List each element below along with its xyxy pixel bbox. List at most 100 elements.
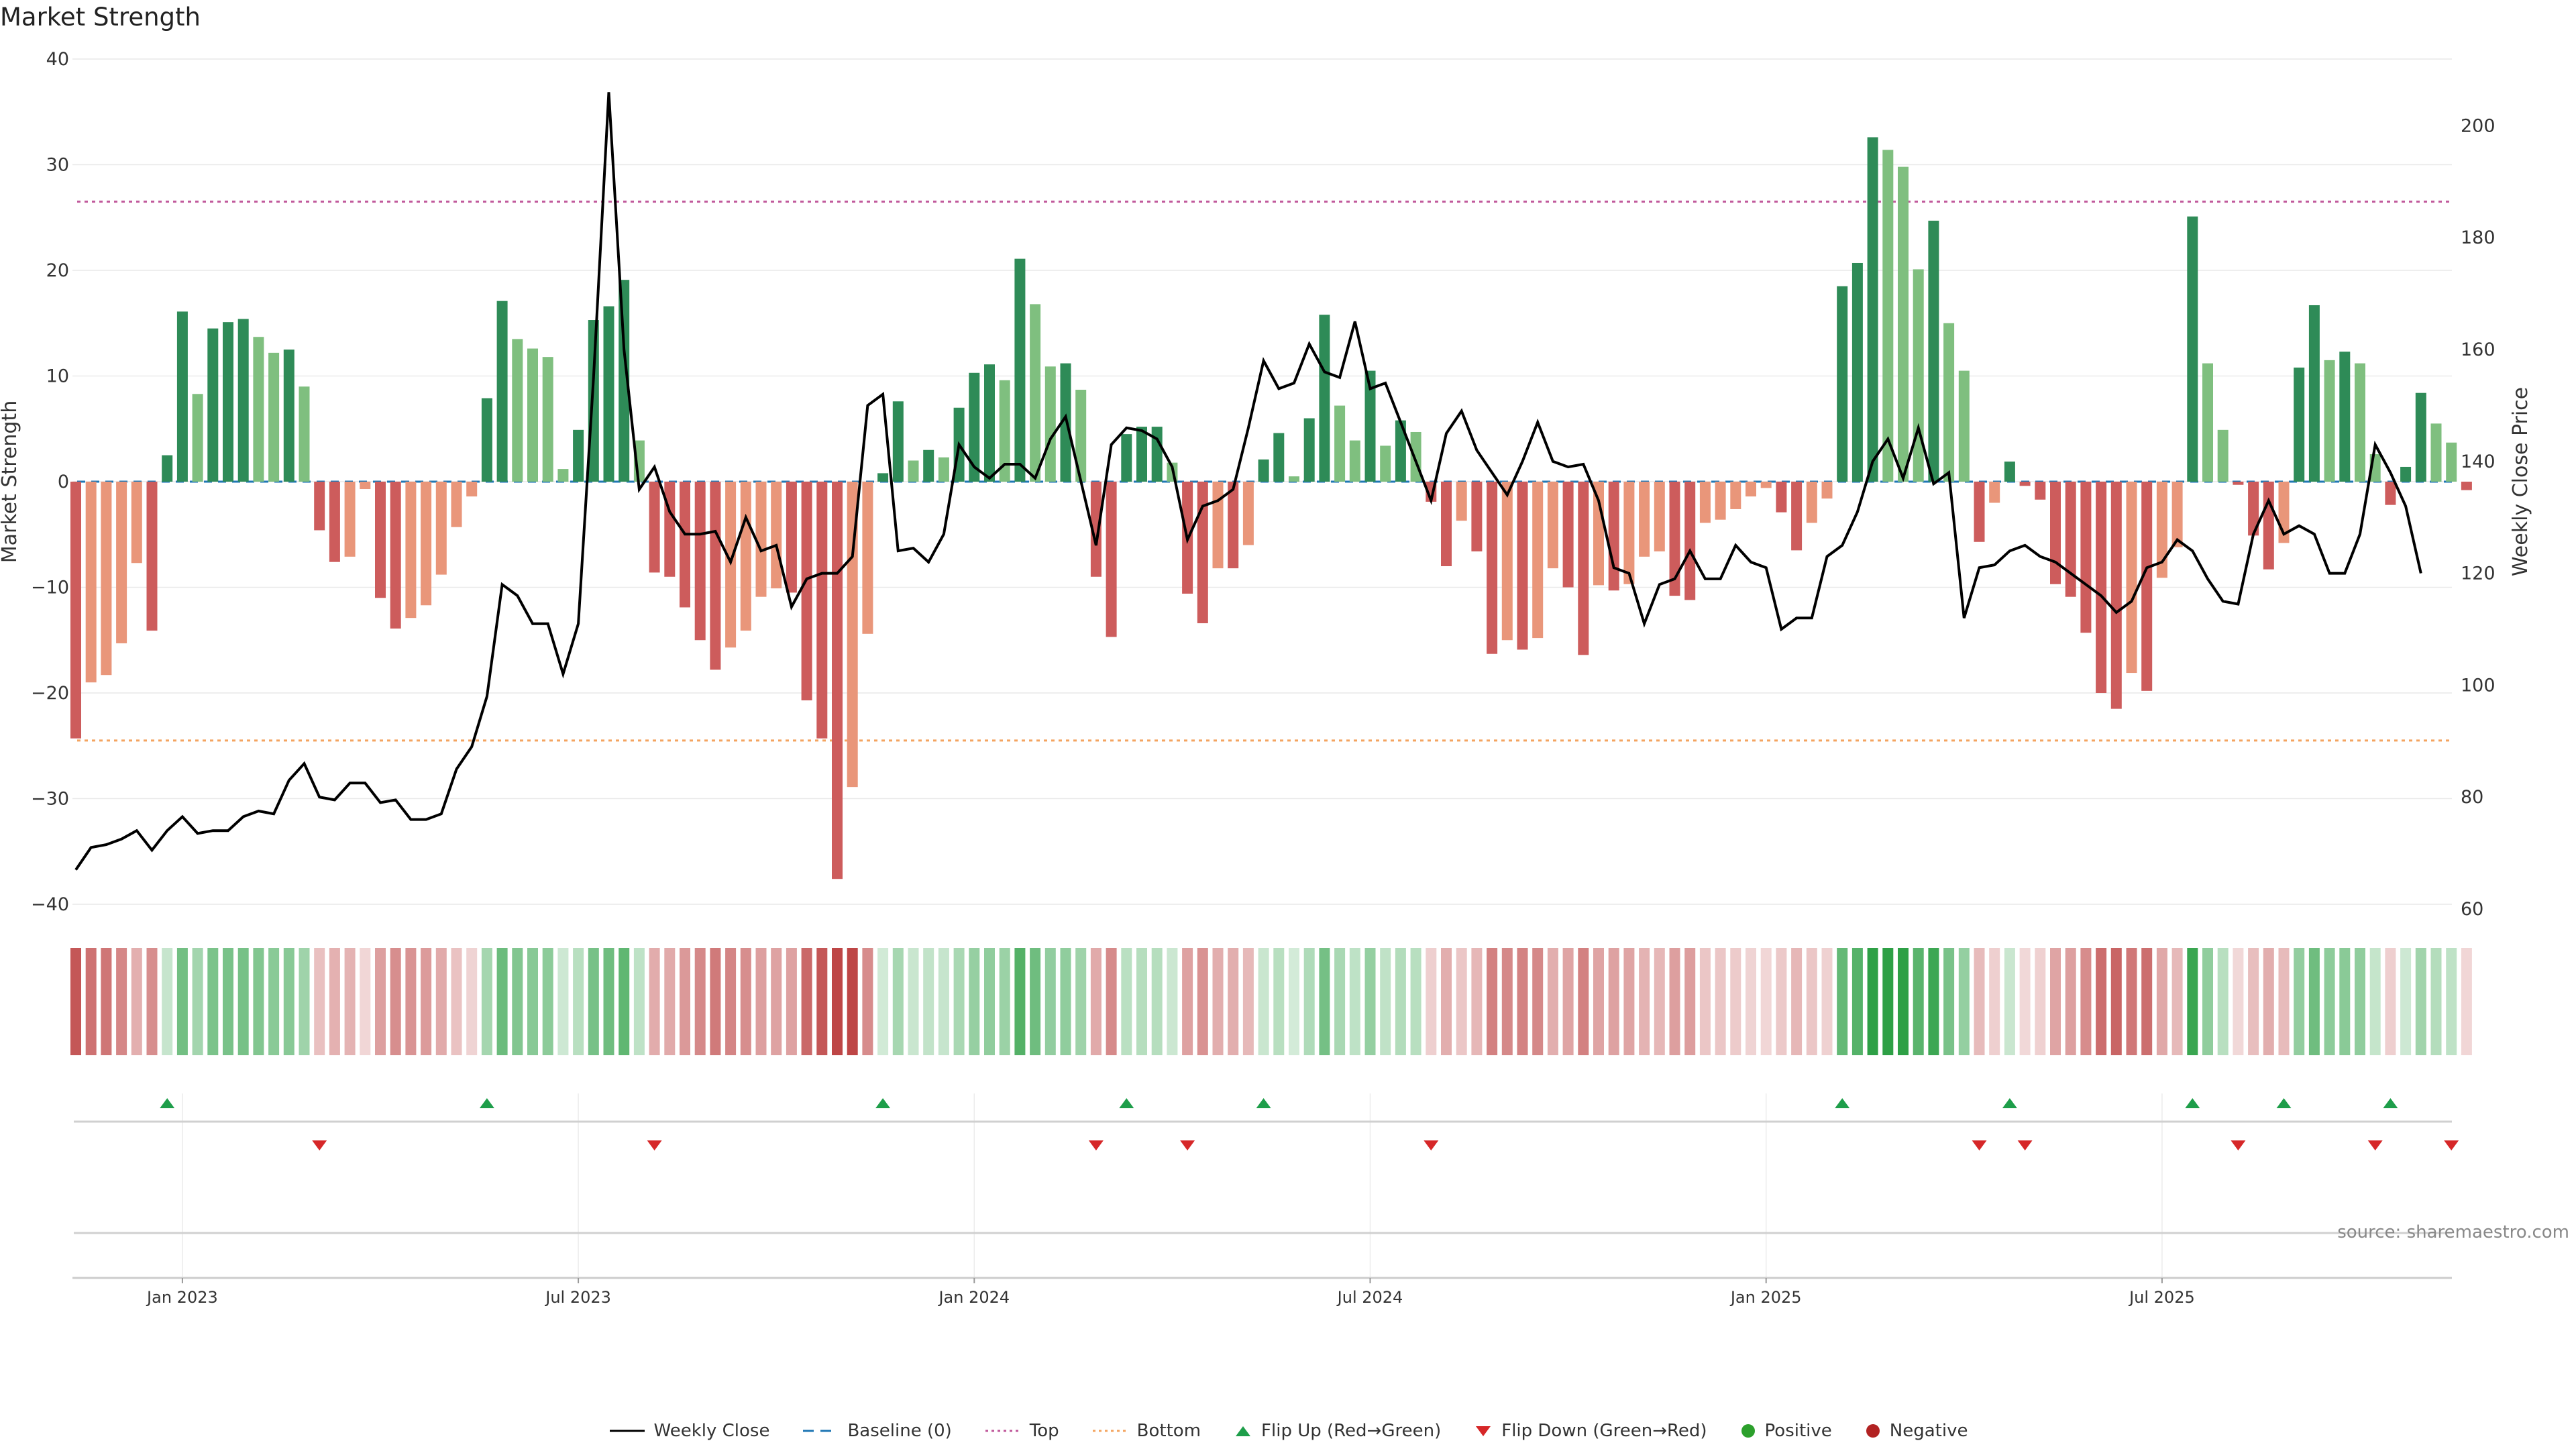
axes: 403020100−10−20−30−402001801601401201008… (31, 49, 2496, 1307)
strength-bar (375, 482, 386, 598)
heat-cell (360, 948, 371, 1055)
heat-cell (923, 948, 934, 1055)
heat-cell (1882, 948, 1894, 1055)
heat-cell (1517, 948, 1528, 1055)
source-credit: source: sharemaestro.com (2337, 1222, 2569, 1242)
strength-bar (2065, 482, 2076, 597)
heat-cell (1319, 948, 1330, 1055)
heat-cell (344, 948, 356, 1055)
strength-bar (1867, 137, 1878, 482)
y-tick-label-left: 10 (46, 366, 69, 387)
heat-cell (329, 948, 340, 1055)
strength-bar (1364, 370, 1376, 482)
heat-cell (2050, 948, 2061, 1055)
strength-bar (1608, 482, 1619, 591)
x-tick-label: Jan 2024 (937, 1288, 1010, 1307)
heat-cell (1776, 948, 1787, 1055)
strength-bar (176, 311, 188, 482)
strength-bar (1014, 258, 1026, 482)
strength-bar (2461, 482, 2472, 490)
heat-cell (908, 948, 919, 1055)
heat-cell (2217, 948, 2229, 1055)
strength-bar (1776, 482, 1787, 513)
flip-up-marker (2383, 1098, 2398, 1108)
heat-cell (2324, 948, 2335, 1055)
strength-bar (1898, 166, 1909, 482)
heat-cell (496, 948, 508, 1055)
flip-up-marker (2185, 1098, 2200, 1108)
strength-bar (1837, 286, 1848, 482)
flip-up-marker (875, 1098, 891, 1108)
heat-cell (1867, 948, 1878, 1055)
strength-bar (2050, 482, 2061, 584)
strength-bar (2110, 482, 2122, 709)
flip-up-marker (1256, 1098, 1271, 1108)
strength-bar (1303, 418, 1315, 482)
legend-label: Top (1029, 1421, 1059, 1441)
heat-cell (2202, 948, 2213, 1055)
y-tick-label-left: 30 (46, 155, 69, 176)
heat-cell (1532, 948, 1544, 1055)
strength-bar (2355, 363, 2365, 482)
strength-bar (1746, 482, 1756, 497)
heat-cell (299, 948, 310, 1055)
strength-bar (1319, 315, 1330, 482)
flip-down-marker (647, 1140, 662, 1150)
strength-bar (1654, 482, 1665, 551)
y-tick-label-left: 20 (46, 260, 69, 281)
heat-cell (1699, 948, 1711, 1055)
heat-cell (1303, 948, 1315, 1055)
strength-bar (1699, 482, 1711, 523)
strength-bar (1258, 459, 1269, 482)
heat-cell (1898, 948, 1909, 1055)
strength-bar (466, 482, 478, 497)
strength-bar (116, 482, 127, 643)
strength-bar (2324, 360, 2335, 482)
strength-bar (435, 482, 447, 575)
heat-cell (1943, 948, 1955, 1055)
strength-bar (1928, 220, 1939, 482)
flip-down-marker (1424, 1140, 1439, 1150)
heat-cell (2400, 948, 2412, 1055)
strength-bar (131, 482, 142, 564)
heat-cell (969, 948, 980, 1055)
strength-bar (192, 394, 203, 482)
heat-cell (2126, 948, 2137, 1055)
strength-bar (2004, 462, 2015, 482)
strength-bar (1136, 427, 1147, 482)
heat-cell (725, 948, 737, 1055)
strength-bar (984, 364, 995, 482)
heat-cell (847, 948, 858, 1055)
strength-bar (1106, 482, 1117, 637)
y-tick-label-left: −20 (31, 683, 69, 704)
strength-bar (2019, 482, 2031, 486)
strength-bar (2141, 482, 2153, 691)
strength-bar (1639, 482, 1650, 557)
strength-bar (1090, 482, 1102, 577)
flip-down-marker (2444, 1140, 2459, 1150)
x-tick-label: Jan 2023 (146, 1288, 218, 1307)
heat-cell (1471, 948, 1483, 1055)
strength-bar (694, 482, 706, 641)
heat-cell (192, 948, 203, 1055)
strength-bar (2248, 482, 2259, 536)
strength-bar (1684, 482, 1696, 600)
y-tick-label-left: 0 (58, 472, 69, 492)
heat-cell (1349, 948, 1360, 1055)
y-tick-label-left: −10 (31, 578, 69, 598)
heat-cell (390, 948, 401, 1055)
heat-cell (2339, 948, 2351, 1055)
heat-cell (1364, 948, 1376, 1055)
strength-bar (253, 337, 264, 482)
strength-bar (542, 357, 553, 482)
strength-bar (1289, 476, 1299, 482)
strength-bar (237, 319, 249, 482)
strength-bar (1151, 427, 1163, 482)
heat-cell (664, 948, 676, 1055)
strength-bar (680, 482, 690, 608)
heat-cell (1806, 948, 1817, 1055)
heat-cell (70, 948, 81, 1055)
heat-cell (162, 948, 173, 1055)
legend-flip-up: Flip Up (Red→Green) (1233, 1421, 1441, 1441)
strength-bar (101, 482, 112, 676)
